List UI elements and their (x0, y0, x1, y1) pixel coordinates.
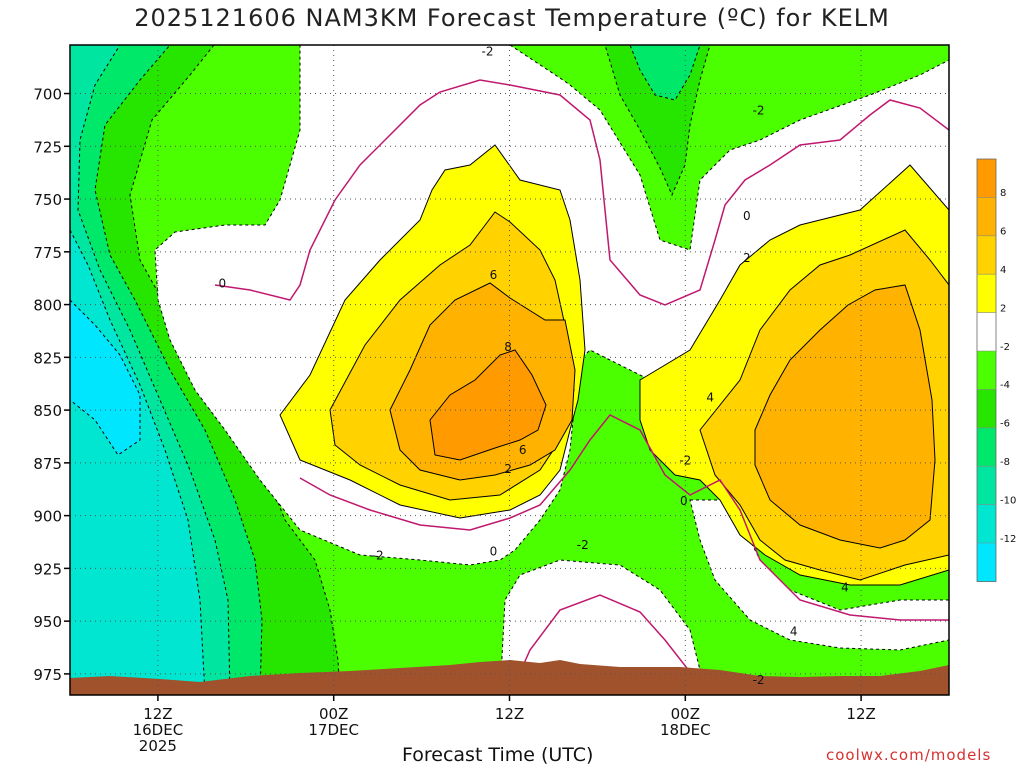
x-tick-label: 12Z (495, 705, 524, 723)
x-tick-label: 12Z (143, 705, 172, 723)
y-tick-label: 775 (33, 244, 62, 262)
x-tick-label: 00Z (319, 705, 348, 723)
y-tick-label: 750 (33, 191, 62, 209)
fill-warm-8 (429, 349, 547, 461)
x-axis-label: Forecast Time (UTC) (402, 744, 594, 766)
y-tick-label: 850 (33, 402, 62, 420)
y-tick-label: 800 (33, 297, 62, 315)
zero-contour-middle (299, 414, 949, 621)
y-tick-label: 900 (33, 508, 62, 526)
contour-label: 4 (706, 390, 714, 404)
colorbar-label: 4 (1000, 265, 1006, 276)
y-tick-label: 925 (33, 560, 62, 578)
contour-label: -2 (372, 549, 384, 563)
contour-label: 4 (841, 580, 849, 594)
contour-label: 6 (519, 443, 527, 457)
colorbar-label: 8 (1000, 188, 1006, 199)
contour-label: -2 (753, 673, 765, 687)
colorbar-label: -4 (1000, 380, 1010, 391)
colorbar-segment (977, 427, 996, 467)
contour-label: 6 (490, 268, 498, 282)
x-tick-label: 17DEC (308, 721, 359, 739)
contour-label: 0 (219, 276, 227, 290)
contour-label: 4 (790, 625, 798, 639)
colorbar-frame (976, 158, 997, 582)
colorbar-label: -10 (1000, 495, 1016, 506)
y-axis: 700 725 750 775 800 825 850 875 900 925 950 975 (33, 86, 70, 684)
colorbar-label: -2 (1000, 342, 1010, 353)
colorbar-segment (977, 466, 996, 506)
contour-label: -2 (577, 538, 589, 552)
y-tick-label: 950 (33, 613, 62, 631)
contour-label: -2 (679, 454, 691, 468)
contour-label: 0 (680, 494, 688, 508)
fill-cold-minus12 (70, 299, 141, 456)
colorbar-segment (977, 543, 996, 582)
fill-cold-tongue-minus6 (629, 45, 701, 101)
ground-terrain (70, 660, 949, 695)
y-tick-label: 975 (33, 666, 62, 684)
colorbar-segment (977, 197, 996, 237)
y-tick-label: 825 (33, 349, 62, 367)
colorbar-label: 6 (1000, 227, 1006, 238)
colorbar-segment (977, 274, 996, 314)
credit-link[interactable]: coolwx.com/models (826, 746, 992, 764)
contour-label: 2 (504, 462, 512, 476)
x-tick-label: 00Z (671, 705, 700, 723)
colorbar-label: -6 (1000, 419, 1010, 430)
colorbar: 8 6 4 2 -2 -4 -6 -8 -10 -12 (976, 158, 1016, 582)
x-tick-label: 16DEC (133, 721, 184, 739)
colorbar-label: 2 (1000, 303, 1006, 314)
x-tick-label: 2025 (139, 737, 177, 755)
x-tick-label: 18DEC (660, 721, 711, 739)
chart-title: 2025121606 NAM3KM Forecast Temperature (… (134, 4, 890, 32)
fill-warm-right-6 (754, 284, 936, 549)
x-tick-label: 12Z (846, 705, 875, 723)
colorbar-segment (977, 312, 996, 352)
zero-contour-lower (509, 594, 701, 695)
y-tick-label: 725 (33, 138, 62, 156)
y-tick-label: 700 (33, 86, 62, 104)
grid-lines (70, 45, 949, 695)
contour-label: 2 (743, 251, 751, 265)
colorbar-segment (977, 504, 996, 544)
contour-label: -2 (753, 103, 765, 117)
contour-label: 0 (743, 209, 751, 223)
y-tick-label: 875 (33, 455, 62, 473)
zero-contour-upper (214, 79, 949, 306)
contour-label: 8 (504, 340, 512, 354)
colorbar-segment (977, 159, 996, 198)
colorbar-label: -8 (1000, 457, 1010, 468)
contour-label: 0 (490, 544, 498, 558)
colorbar-segment (977, 351, 996, 390)
colorbar-segment (977, 235, 996, 275)
contour-label: -2 (482, 44, 494, 58)
colorbar-label: -12 (1000, 534, 1016, 545)
colorbar-segment (977, 389, 996, 429)
